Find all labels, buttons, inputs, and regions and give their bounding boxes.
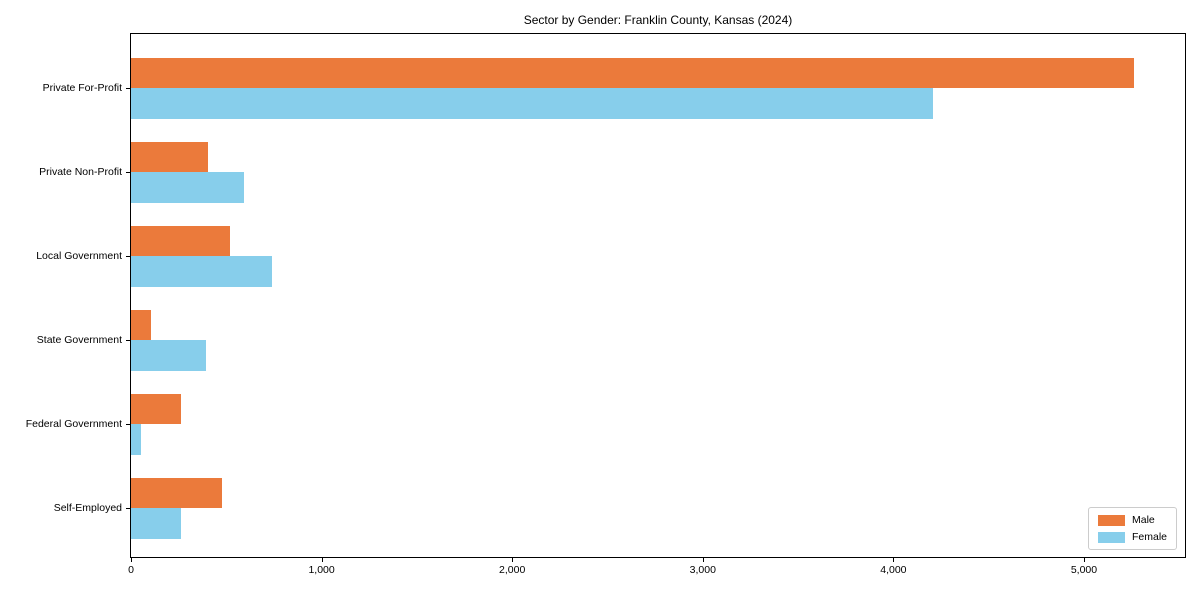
legend-label-male: Male <box>1131 514 1155 526</box>
bar-female-local-government <box>131 256 273 287</box>
bar-female-state-government <box>131 340 207 371</box>
xtick-mark-1,000 <box>321 558 323 562</box>
xtick-label-1,000: 1,000 <box>308 564 335 576</box>
ytick-mark-federal-government <box>126 424 130 425</box>
bar-female-federal-government <box>131 424 141 455</box>
bar-male-state-government <box>131 309 151 340</box>
bar-male-federal-government <box>131 393 181 424</box>
xtick-mark-2,000 <box>512 558 514 562</box>
ytick-label-self-employed: Self-Employed <box>53 502 122 514</box>
xtick-mark-4,000 <box>893 558 895 562</box>
xtick-mark-0 <box>131 558 132 562</box>
xtick-label-3,000: 3,000 <box>689 564 716 576</box>
xtick-label-0: 0 <box>128 564 134 576</box>
bar-female-private-non-profit <box>131 172 245 203</box>
ytick-label-federal-government: Federal Government <box>25 418 122 430</box>
ytick-mark-private-for-profit <box>126 88 130 89</box>
ytick-label-local-government: Local Government <box>36 250 122 262</box>
plot-area: Male Female <box>130 33 1186 558</box>
xtick-mark-5,000 <box>1083 558 1085 562</box>
xtick-label-2,000: 2,000 <box>499 564 526 576</box>
bar-female-private-for-profit <box>131 88 934 119</box>
bar-male-private-non-profit <box>131 141 209 172</box>
bar-male-private-for-profit <box>131 57 1135 88</box>
ytick-label-private-non-profit: Private Non-Profit <box>39 166 122 178</box>
xtick-label-5,000: 5,000 <box>1070 564 1098 576</box>
ytick-label-state-government: State Government <box>36 334 122 346</box>
bar-female-self-employed <box>131 508 181 539</box>
legend-item-female: Female <box>1097 531 1167 543</box>
ytick-mark-state-government <box>126 340 130 341</box>
chart-title: Sector by Gender: Franklin County, Kansa… <box>523 13 793 27</box>
legend: Male Female <box>1087 507 1177 550</box>
legend-item-male: Male <box>1097 514 1167 526</box>
ytick-mark-local-government <box>126 256 130 257</box>
bar-male-self-employed <box>131 477 222 508</box>
ytick-mark-self-employed <box>126 508 130 509</box>
bar-male-local-government <box>131 225 231 256</box>
xtick-label-4,000: 4,000 <box>880 564 907 576</box>
xtick-mark-3,000 <box>702 558 704 562</box>
ytick-label-private-for-profit: Private For-Profit <box>42 82 122 94</box>
legend-swatch-male <box>1097 514 1125 526</box>
ytick-mark-private-non-profit <box>126 172 130 173</box>
legend-swatch-female <box>1097 531 1125 543</box>
legend-label-female: Female <box>1131 531 1167 543</box>
